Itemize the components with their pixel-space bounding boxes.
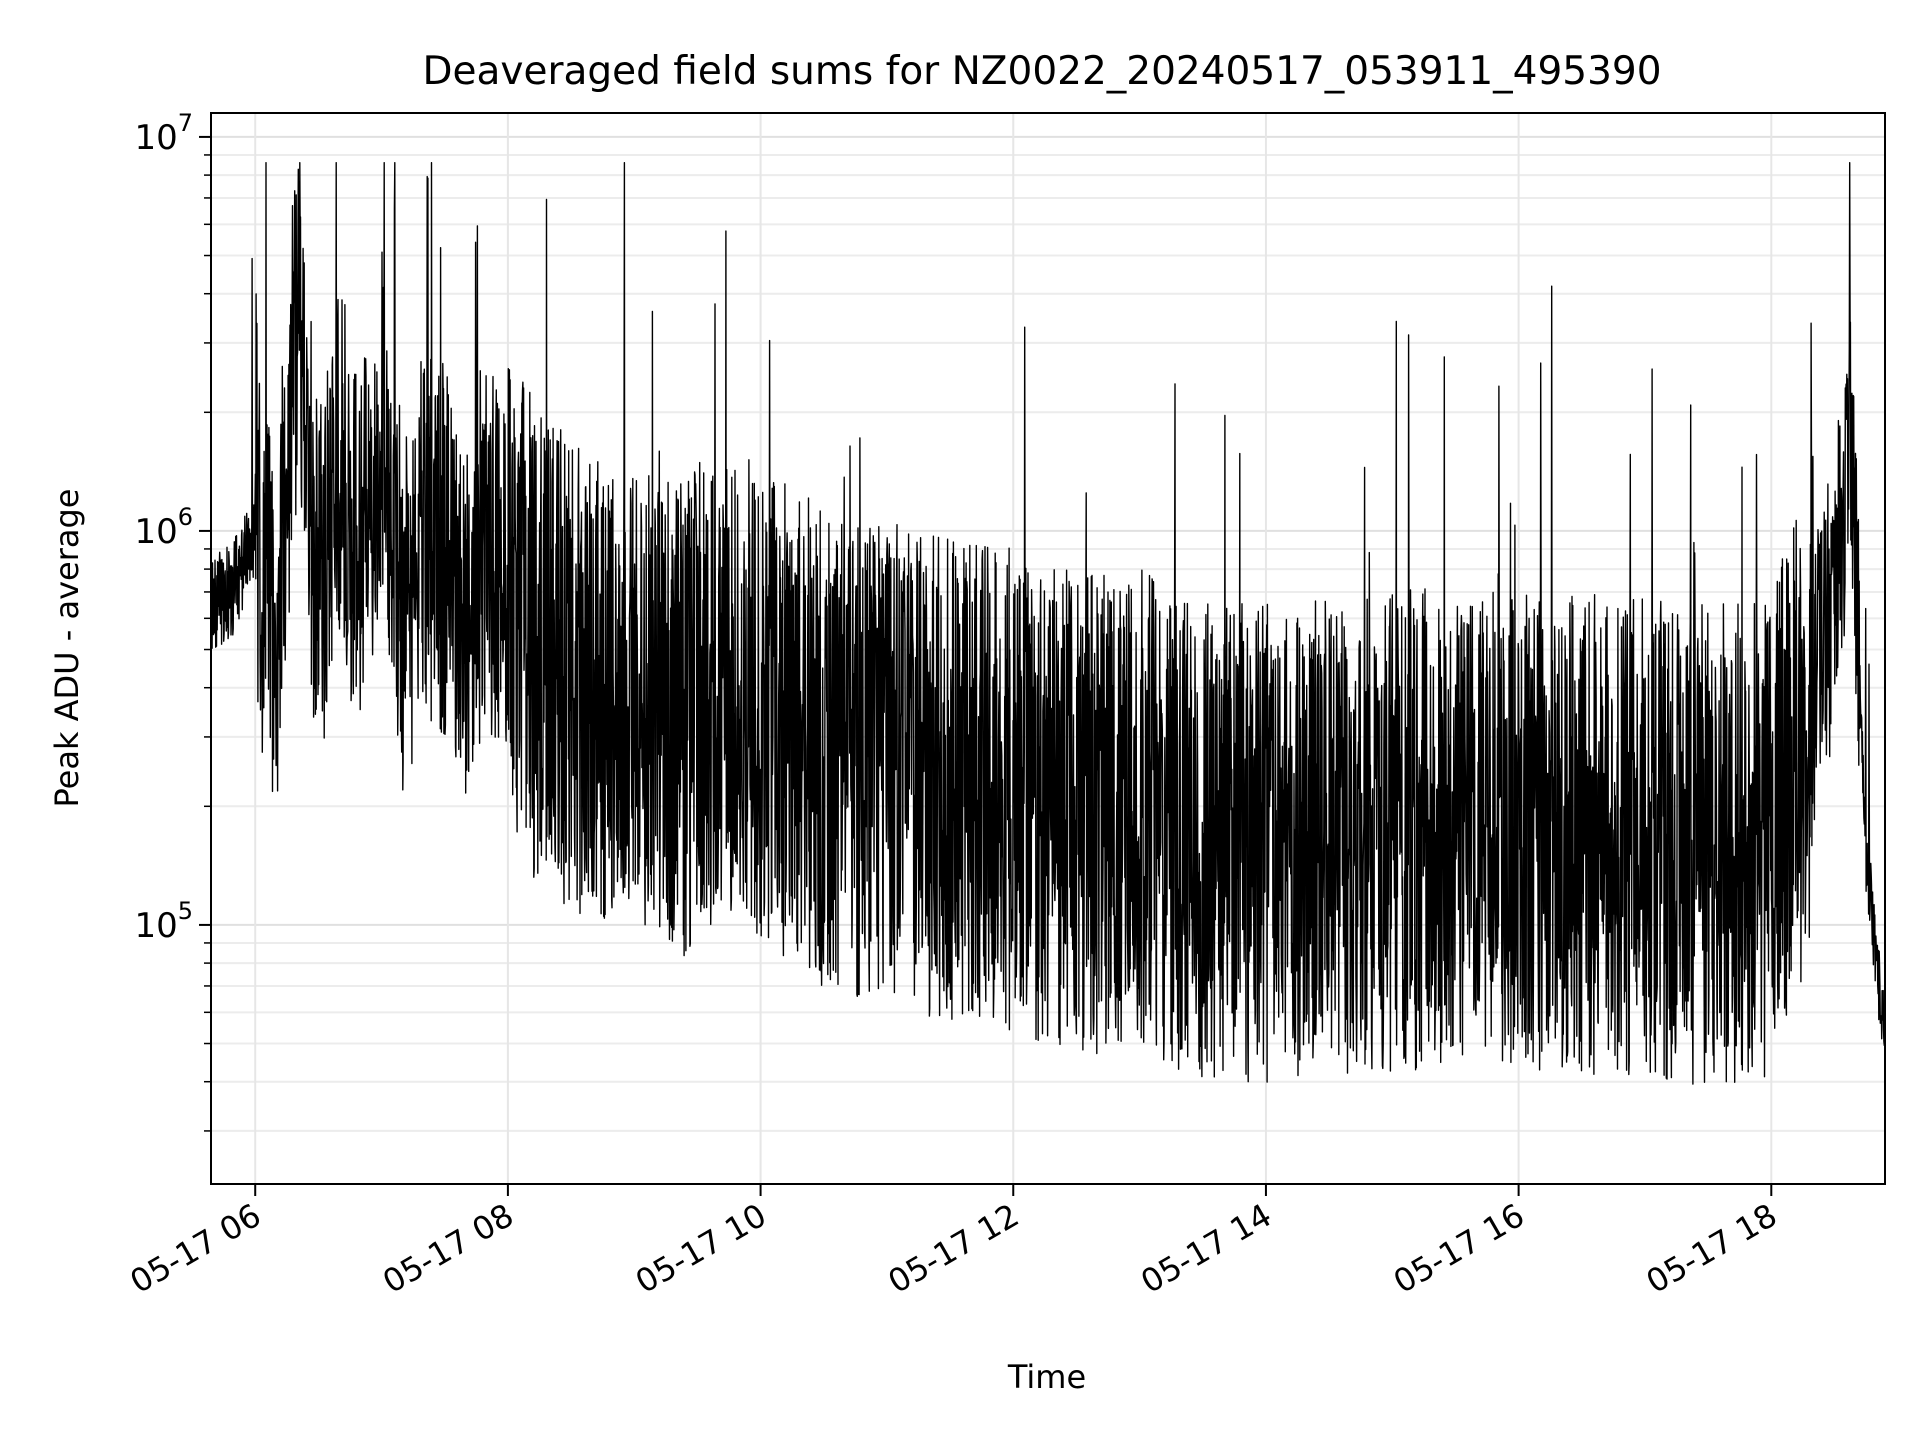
ticks [199,135,1773,1196]
y-axis-label: Peak ADU - average [48,489,86,808]
y-tick-label: 107 [134,109,193,158]
y-tick-label: 106 [134,503,193,552]
y-tick-label: 105 [134,897,193,946]
y-tick-labels: 105 106 107 [134,109,193,946]
chart-title: Deaveraged field sums for NZ0022_2024051… [422,49,1661,94]
series-layer [210,162,1886,1085]
plot-frame [210,112,1886,1185]
x-axis-label: Time [1007,1358,1086,1396]
series-line [210,162,1886,1085]
